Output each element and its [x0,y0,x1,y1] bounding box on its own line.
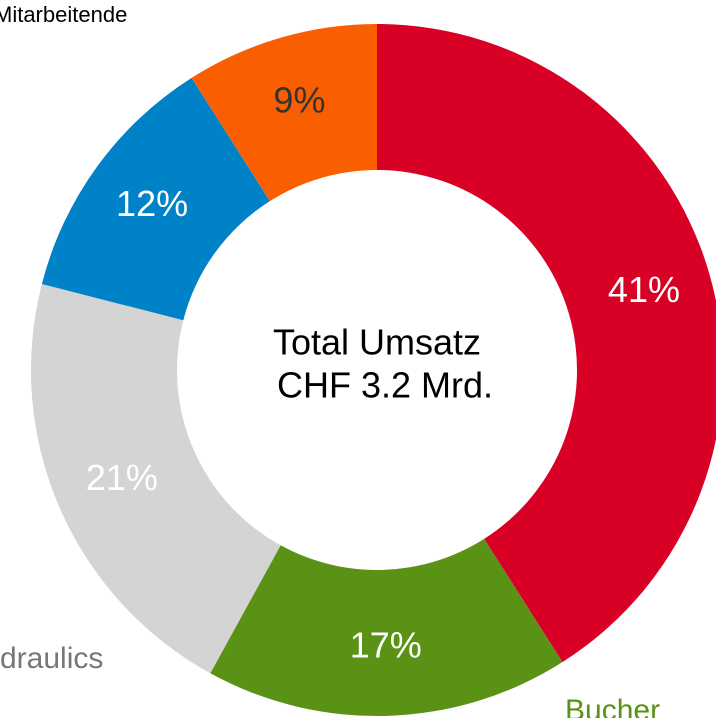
value-label: 9% [273,80,325,121]
center-label: CHF 3.2 Mrd. [277,365,493,406]
donut-segment [191,24,377,202]
donut-segment [41,77,270,321]
center-label: Total Umsatz [273,322,481,363]
donut-segment [210,538,563,716]
value-label: 12% [116,183,188,224]
donut-segment [30,283,281,674]
value-label: 21% [86,457,158,498]
annotation: Bucher [565,694,660,718]
value-label: 41% [608,269,680,310]
annotation: draulics [0,642,103,675]
donut-segment [377,24,716,663]
value-label: 17% [350,624,422,665]
annotation: Mitarbeitende [0,2,127,27]
